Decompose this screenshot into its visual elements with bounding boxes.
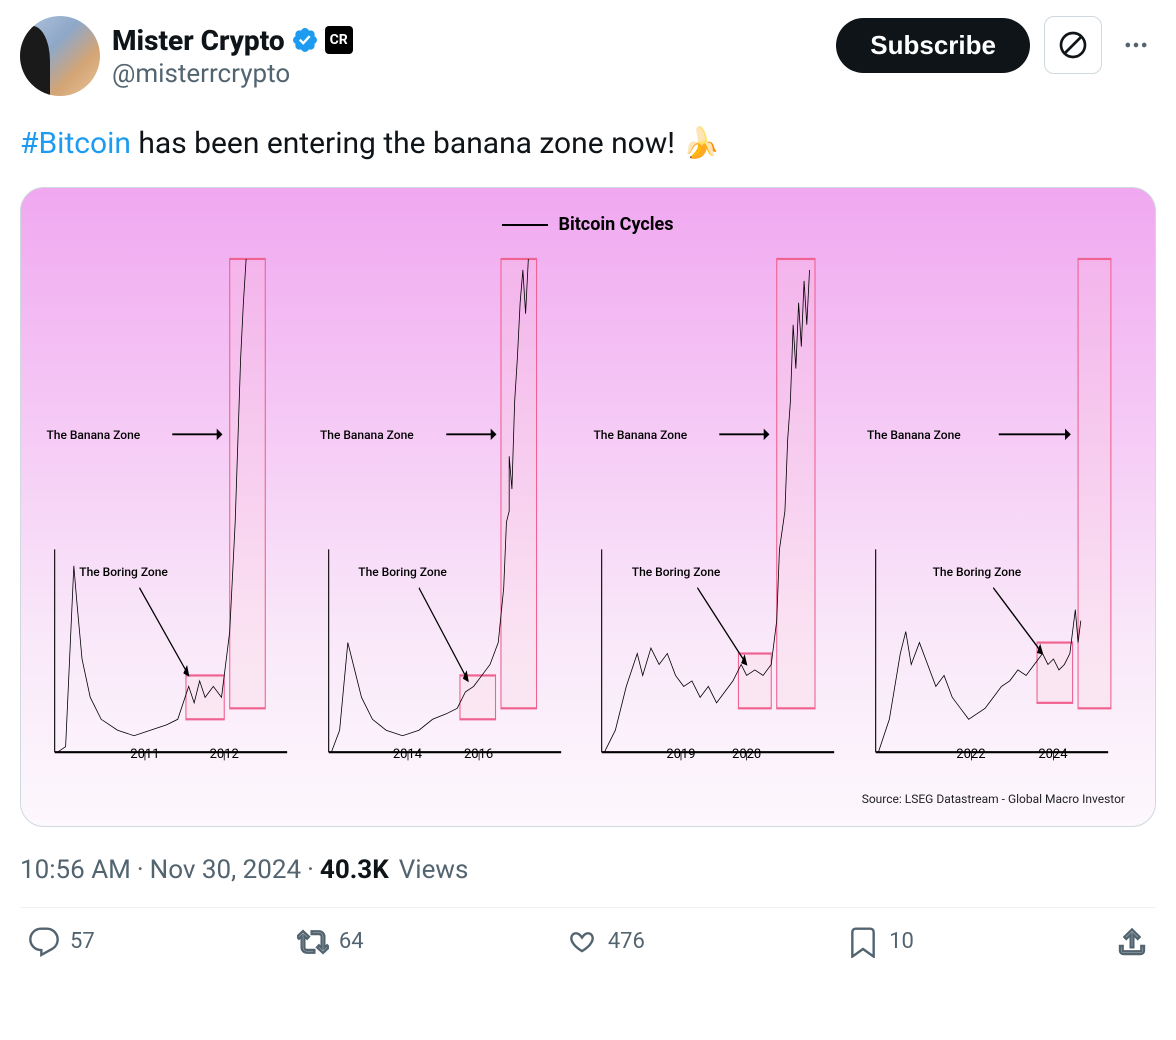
share-icon <box>1116 926 1148 958</box>
retweet-count: 64 <box>339 929 364 954</box>
share-button[interactable] <box>1116 926 1148 958</box>
chart-panel: The Banana Zone The Boring Zone 2019 2020 <box>588 248 862 796</box>
chart-title-text: Bitcoin Cycles <box>558 214 673 235</box>
bookmark-icon <box>847 926 879 958</box>
chart-panel: The Banana Zone The Boring Zone 2011 2012 <box>41 248 315 796</box>
banana-zone-label: The Banana Zone <box>593 428 687 442</box>
retweet-icon <box>297 926 329 958</box>
tweet-header: Mister Crypto CR @misterrcrypto Subscrib… <box>20 16 1156 96</box>
xaxis-label: 2020 <box>732 747 761 762</box>
boring-zone-label: The Boring Zone <box>632 565 721 579</box>
grok-button[interactable] <box>1044 16 1102 74</box>
like-icon <box>566 926 598 958</box>
tweet-container: Mister Crypto CR @misterrcrypto Subscrib… <box>0 0 1176 980</box>
xaxis-label: 2019 <box>666 747 695 762</box>
boring-zone-label: The Boring Zone <box>933 565 1022 579</box>
reply-icon <box>28 926 60 958</box>
chart-source: Source: LSEG Datastream - Global Macro I… <box>862 792 1125 806</box>
chart-panel: The Banana Zone The Boring Zone 2022 2024 <box>862 248 1136 796</box>
verified-badge-icon <box>291 26 319 54</box>
banana-zone-label: The Banana Zone <box>320 428 414 442</box>
reply-count: 57 <box>70 929 95 954</box>
media-card[interactable]: Bitcoin Cycles The Banana Zone The Boring… <box>20 187 1156 827</box>
chart-panel: The Banana Zone The Boring Zone 2014 2016 <box>315 248 589 796</box>
name-block: Mister Crypto CR @misterrcrypto <box>112 16 353 96</box>
display-name[interactable]: Mister Crypto <box>112 24 285 57</box>
org-badge-icon: CR <box>325 26 353 54</box>
retweet-button[interactable]: 64 <box>297 926 364 958</box>
subscribe-button[interactable]: Subscribe <box>836 18 1030 73</box>
meta-row: 10:56 AM · Nov 30, 2024 · 40.3K Views <box>20 855 1156 885</box>
boring-zone-label: The Boring Zone <box>358 565 447 579</box>
header-right: Subscribe <box>836 16 1156 74</box>
more-icon <box>1122 31 1150 59</box>
xaxis-label: 2022 <box>956 747 985 762</box>
hashtag-link[interactable]: #Bitcoin <box>20 126 131 161</box>
xaxis-label: 2016 <box>464 747 493 762</box>
banana-zone-label: The Banana Zone <box>46 428 140 442</box>
like-count: 476 <box>608 929 645 954</box>
meta-sep1: · <box>137 855 144 885</box>
tweet-text: #Bitcoin has been entering the banana zo… <box>20 124 1156 165</box>
more-button[interactable] <box>1116 25 1156 65</box>
meta-views-label: Views <box>399 855 469 885</box>
meta-sep2: · <box>307 855 314 885</box>
header-left: Mister Crypto CR @misterrcrypto <box>20 16 353 96</box>
name-row: Mister Crypto CR <box>112 24 353 57</box>
boring-zone-label: The Boring Zone <box>79 565 168 579</box>
meta-views-count: 40.3K <box>320 855 389 885</box>
xaxis-label: 2024 <box>1038 747 1067 762</box>
meta-date[interactable]: Nov 30, 2024 <box>150 855 301 885</box>
xaxis-label: 2014 <box>393 747 422 762</box>
xaxis-label: 2011 <box>130 747 159 762</box>
meta-time[interactable]: 10:56 AM <box>20 855 131 885</box>
grok-icon <box>1057 29 1089 61</box>
banana-zone-label: The Banana Zone <box>867 428 961 442</box>
handle[interactable]: @misterrcrypto <box>112 59 353 89</box>
bookmark-count: 10 <box>889 929 914 954</box>
reply-button[interactable]: 57 <box>28 926 95 958</box>
like-button[interactable]: 476 <box>566 926 645 958</box>
chart-panels: The Banana ZoneThe Boring Zone20112012Th… <box>41 248 1135 796</box>
legend-line-icon <box>502 224 548 226</box>
tweet-rest-text: has been entering the banana zone now! 🍌 <box>131 126 720 161</box>
actions-row: 57 64 476 10 <box>20 908 1156 964</box>
xaxis-label: 2012 <box>210 747 239 762</box>
avatar[interactable] <box>20 16 100 96</box>
bookmark-button[interactable]: 10 <box>847 926 914 958</box>
chart-title: Bitcoin Cycles <box>21 214 1155 235</box>
